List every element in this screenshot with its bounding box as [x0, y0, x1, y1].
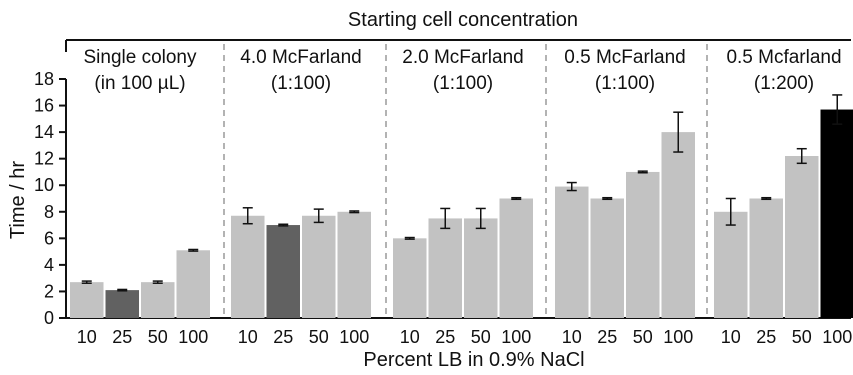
bar — [785, 156, 819, 318]
bar — [393, 238, 427, 318]
group-label-line2: (1:100) — [433, 73, 493, 94]
group-label-line1: 0.5 Mcfarland — [726, 47, 841, 68]
group-label-line1: 2.0 McFarland — [402, 47, 523, 68]
group-label-line1: 4.0 McFarland — [240, 47, 361, 68]
x-tick-label: 10 — [77, 327, 97, 347]
bar — [499, 198, 533, 318]
y-tick-label: 16 — [34, 96, 54, 116]
x-tick-label: 50 — [148, 327, 168, 347]
x-tick-label: 10 — [562, 327, 582, 347]
error-bar — [349, 210, 360, 214]
y-tick-label: 4 — [44, 255, 54, 275]
error-bar — [440, 207, 451, 230]
x-tick-label: 100 — [822, 327, 852, 347]
error-bar — [511, 196, 522, 201]
y-tick-label: 6 — [44, 228, 54, 248]
x-tick-label: 50 — [471, 327, 491, 347]
error-bar — [566, 181, 577, 192]
error-bar-group — [81, 94, 843, 292]
group-label-line2: (1:100) — [595, 73, 655, 94]
group-label-line2: (in 100 µL) — [94, 73, 185, 94]
bar — [714, 211, 748, 318]
error-bar — [761, 196, 772, 201]
y-tick-label: 8 — [44, 202, 54, 222]
x-tick-label: 100 — [178, 327, 208, 347]
group-label-line2: (1:100) — [271, 73, 331, 94]
group-label-line2: (1:200) — [754, 73, 814, 94]
bar — [337, 211, 371, 318]
chart-title: Starting cell concentration — [348, 9, 578, 31]
bar — [428, 218, 462, 318]
x-tick-group: 10 25 50 100 10 25 50 100 10 25 50 100 10 25 50 100 10 25… — [77, 327, 853, 347]
error-bar — [673, 111, 684, 153]
x-tick-label: 100 — [339, 327, 369, 347]
error-bar — [404, 236, 415, 240]
bar — [555, 186, 589, 318]
bar — [749, 198, 783, 318]
y-tick-group: 0 2 4 6 8 10 12 14 16 18 — [34, 69, 66, 328]
x-tick-label: 25 — [435, 327, 455, 347]
error-bar — [602, 196, 613, 201]
error-bar — [832, 94, 843, 125]
x-tick-label: 50 — [792, 327, 812, 347]
bar — [231, 215, 265, 318]
x-tick-label: 25 — [756, 327, 776, 347]
x-tick-label: 25 — [112, 327, 132, 347]
bar-group — [70, 109, 853, 319]
error-bar — [725, 197, 736, 226]
x-tick-label: 100 — [663, 327, 693, 347]
bar — [661, 132, 695, 318]
x-tick-label: 25 — [597, 327, 617, 347]
bar — [820, 109, 853, 319]
error-bar — [637, 170, 648, 174]
error-bar — [152, 280, 163, 284]
bar — [266, 225, 300, 318]
bar — [141, 282, 175, 318]
group-label-group: Single colony (in 100 µL) 4.0 McFarland (1:… — [83, 47, 841, 94]
bar — [464, 218, 498, 318]
y-tick-label: 0 — [44, 308, 54, 328]
bar — [302, 215, 336, 318]
x-axis-label: Percent LB in 0.9% NaCl — [363, 349, 584, 371]
header-bracket — [65, 39, 851, 52]
bar — [176, 250, 210, 318]
x-tick-label: 25 — [273, 327, 293, 347]
group-label-line1: 0.5 McFarland — [564, 47, 685, 68]
error-bar — [475, 207, 486, 230]
group-label-line1: Single colony — [83, 47, 197, 68]
y-tick-label: 14 — [34, 122, 54, 142]
bar — [626, 171, 660, 318]
x-tick-label: 100 — [501, 327, 531, 347]
error-bar — [242, 207, 253, 225]
error-bar — [313, 208, 324, 224]
error-bar — [81, 280, 92, 284]
y-tick-label: 2 — [44, 281, 54, 301]
y-axis-label: Time / hr — [7, 161, 29, 239]
x-tick-label: 10 — [400, 327, 420, 347]
bar — [105, 290, 139, 318]
x-tick-label: 10 — [238, 327, 258, 347]
y-tick-label: 10 — [34, 175, 54, 195]
x-tick-label: 50 — [309, 327, 329, 347]
bar — [70, 282, 104, 318]
error-bar — [188, 248, 199, 252]
y-tick-label: 12 — [34, 149, 54, 169]
bar — [590, 198, 624, 318]
error-bar — [796, 147, 807, 165]
error-bar — [117, 288, 128, 292]
x-tick-label: 10 — [721, 327, 741, 347]
group-dividers — [223, 44, 708, 318]
y-tick-label: 18 — [34, 69, 54, 89]
x-tick-label: 50 — [633, 327, 653, 347]
error-bar — [278, 223, 289, 227]
